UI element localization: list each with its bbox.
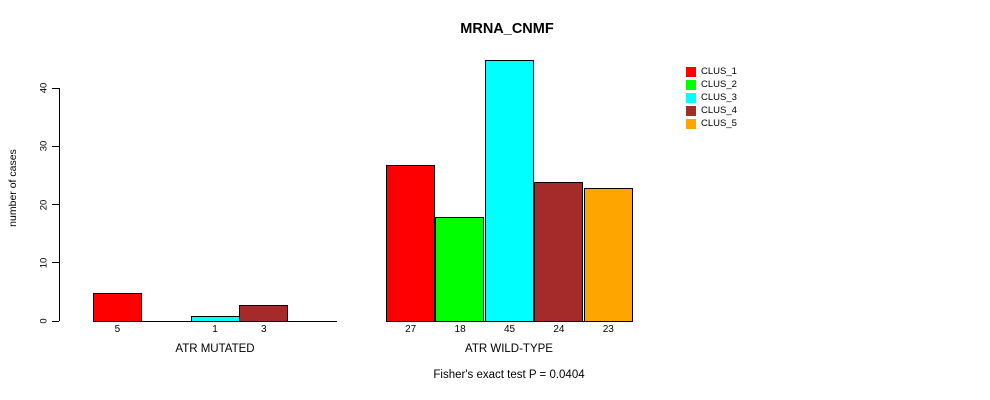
fisher-test-footnote: Fisher's exact test P = 0.0404	[433, 369, 585, 381]
y-tick-label: 0	[38, 318, 50, 324]
y-tick-label: 30	[38, 140, 50, 152]
bar-clus_1	[93, 293, 142, 322]
y-axis-title: number of cases	[7, 149, 19, 227]
y-tick-label: 40	[38, 82, 50, 94]
legend-label: CLUS_4	[701, 105, 737, 116]
legend-swatch-clus_1	[686, 66, 696, 77]
legend-row: CLUS_4	[686, 104, 737, 117]
group-atr-mutated	[93, 88, 337, 322]
legend-row: CLUS_1	[686, 65, 737, 78]
bar-value-label: 23	[602, 324, 614, 335]
y-tick-label: 20	[38, 199, 50, 210]
legend-label: CLUS_1	[701, 66, 737, 77]
legend-row: CLUS_2	[686, 78, 737, 91]
bar-clus_2	[435, 217, 484, 322]
y-tick-mark	[52, 262, 59, 264]
bar-value-label: 5	[114, 324, 121, 335]
legend: CLUS_1 CLUS_2 CLUS_3 CLUS_4 CLUS_5	[686, 65, 737, 130]
group-label-atr-mutated: ATR MUTATED	[175, 343, 255, 355]
group-label-atr-wild-type: ATR WILD-TYPE	[465, 343, 553, 355]
legend-swatch-clus_5	[686, 118, 696, 129]
y-tick-mark	[52, 87, 59, 89]
bar-clus_4	[534, 182, 583, 322]
bar-clus_3	[485, 60, 534, 322]
bar-clus_1	[386, 165, 435, 322]
bar-value-label: 1	[212, 324, 218, 335]
legend-row: CLUS_3	[686, 91, 737, 104]
y-tick-label: 10	[38, 257, 50, 269]
y-axis-line	[59, 88, 60, 321]
bar-clus_4	[239, 305, 288, 322]
bar-value-label: 18	[454, 324, 466, 335]
legend-label: CLUS_3	[701, 92, 737, 103]
bar-value-label: 45	[503, 324, 516, 335]
legend-swatch-clus_4	[686, 105, 696, 116]
group-atr-wild-type	[386, 60, 633, 322]
y-tick-mark	[52, 145, 59, 147]
legend-label: CLUS_2	[701, 79, 737, 90]
y-tick-mark	[52, 204, 59, 205]
bar-value-label: 27	[405, 324, 417, 335]
bar-value-label: 24	[553, 324, 565, 335]
legend-swatch-clus_2	[686, 79, 696, 90]
legend-swatch-clus_3	[686, 92, 696, 103]
bar-value-label: 3	[261, 324, 267, 335]
y-tick-mark	[52, 320, 59, 322]
legend-label: CLUS_5	[701, 118, 737, 129]
bar-clus_3	[191, 316, 240, 322]
chart-title: MRNA_CNMF	[460, 21, 554, 37]
legend-row: CLUS_5	[686, 117, 737, 130]
bar-clus_5	[584, 188, 633, 322]
